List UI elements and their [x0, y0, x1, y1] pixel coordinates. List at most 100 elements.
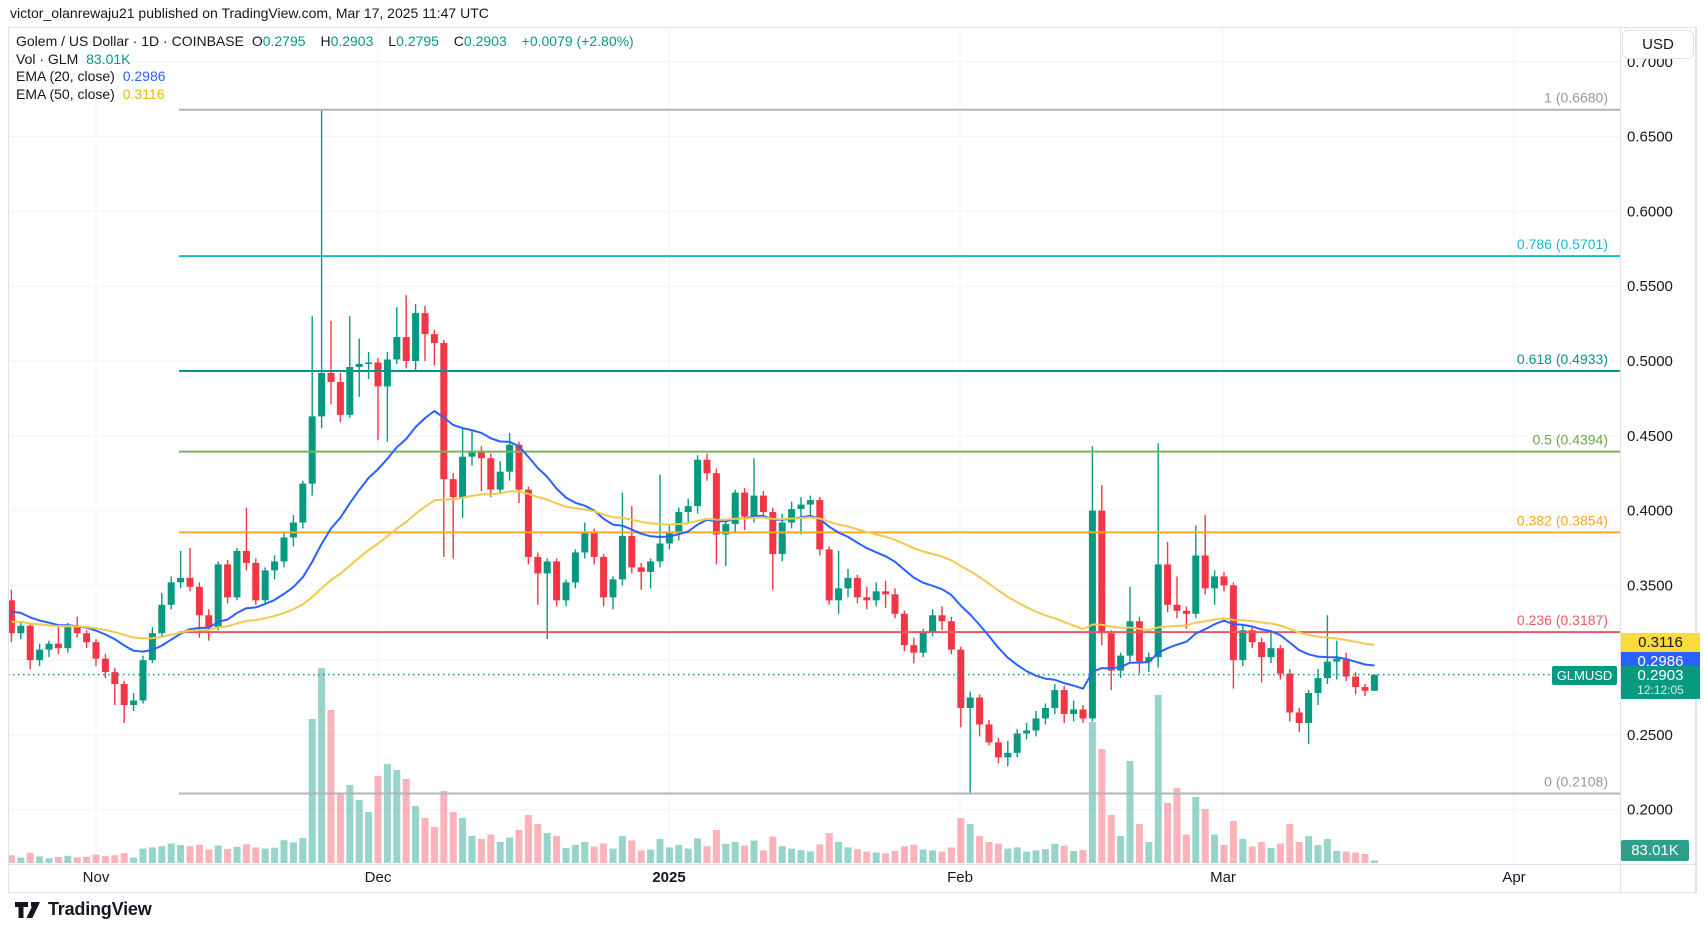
- volume-bar: [214, 845, 222, 863]
- volume-bar: [985, 842, 993, 863]
- volume-bar: [1192, 797, 1200, 863]
- time-axis[interactable]: Nov Dec 2025 Feb Mar Apr: [83, 869, 1526, 886]
- legend-ema20-row[interactable]: EMA (20, close) 0.2986: [16, 68, 638, 86]
- candle-body: [741, 492, 749, 517]
- volume-bar: [684, 848, 692, 863]
- volume-bar: [242, 844, 250, 863]
- widget-border: [8, 27, 1696, 893]
- currency-toggle-button[interactable]: USD: [1622, 30, 1694, 59]
- candle-body: [1248, 630, 1256, 643]
- time-tick-label: Nov: [83, 869, 110, 886]
- volume-bar: [1370, 860, 1378, 863]
- volume-bar: [806, 851, 814, 863]
- volume-bar: [694, 838, 702, 863]
- volume-bar: [1352, 852, 1360, 863]
- volume-bar: [863, 851, 871, 863]
- candle-body: [459, 456, 467, 498]
- volume-bar: [938, 851, 946, 863]
- candle-body: [261, 570, 269, 601]
- volume-bar: [553, 836, 561, 863]
- candle-body: [1145, 657, 1153, 662]
- candle-body: [1013, 733, 1021, 753]
- candle-body: [421, 313, 429, 335]
- volume-bar: [957, 818, 965, 863]
- candle-body: [186, 577, 194, 587]
- symbol-title: Golem / US Dollar · 1D · COINBASE: [16, 33, 244, 49]
- fib-label: 0 (0.2108): [1544, 774, 1608, 790]
- price-tick-label: 0.4000: [1627, 503, 1673, 520]
- candle-body: [1164, 564, 1172, 605]
- fib-retracement-layer: 1 (0.6680) 0.786 (0.5701) 0.618 (0.4933) 0.…: [179, 90, 1620, 795]
- last-price-value: 0.2903: [1637, 666, 1684, 684]
- volume-bar: [1305, 836, 1313, 863]
- candle-body: [712, 473, 720, 535]
- volume-bar: [675, 845, 683, 863]
- candle-body: [778, 522, 786, 554]
- volume-bar: [7, 855, 15, 863]
- volume-bar: [1295, 842, 1303, 863]
- legend-symbol-row[interactable]: Golem / US Dollar · 1D · COINBASE O0.279…: [16, 33, 634, 49]
- time-tick-label: 2025: [652, 869, 685, 886]
- volume-bar: [1361, 854, 1369, 863]
- fib-label: 0.5 (0.4394): [1533, 432, 1609, 448]
- candle-body: [64, 627, 72, 649]
- volume-bar: [289, 842, 297, 863]
- volume-bar: [515, 830, 523, 863]
- volume-bar: [393, 770, 401, 863]
- legend-volume-row[interactable]: Vol · GLM 83.01K: [16, 51, 638, 69]
- candle-body: [1182, 610, 1190, 614]
- price-tick-label: 0.6000: [1627, 203, 1673, 220]
- volume-label: Vol · GLM: [16, 50, 79, 67]
- legend-ema50-row[interactable]: EMA (50, close) 0.3116: [16, 86, 638, 104]
- candle-body: [167, 582, 175, 605]
- volume-axis-badge: 83.01K: [1621, 840, 1689, 861]
- volume-bar: [318, 668, 326, 863]
- candle-body: [844, 577, 852, 589]
- candle-body: [1135, 621, 1143, 662]
- volume-bar: [731, 842, 739, 863]
- candle-body: [1211, 576, 1219, 589]
- candle-body: [628, 535, 636, 568]
- volume-bar: [506, 837, 514, 863]
- candle-body: [73, 627, 81, 634]
- candle-body: [54, 643, 62, 649]
- candle-body: [1305, 693, 1313, 723]
- volume-bar: [205, 849, 213, 863]
- candle-body: [1220, 576, 1228, 586]
- candle-body: [1323, 661, 1331, 679]
- candle-body: [1201, 555, 1209, 589]
- candle-body: [1276, 648, 1284, 674]
- time-tick-label: Apr: [1502, 869, 1525, 886]
- price-tick-label: 0.5500: [1627, 278, 1673, 295]
- candle-body: [1173, 604, 1181, 611]
- volume-bar: [421, 818, 429, 863]
- ema50-label: EMA (50, close): [16, 85, 115, 102]
- grid-layer: [8, 27, 1620, 864]
- price-axis[interactable]: 0.70000.65000.60000.55000.50000.45000.40…: [1627, 54, 1673, 819]
- volume-bar: [1154, 695, 1162, 863]
- volume-bar: [195, 844, 203, 863]
- fib-label: 1 (0.6680): [1544, 90, 1608, 106]
- volume-bar: [778, 846, 786, 863]
- tradingview-logo[interactable]: TradingView: [14, 899, 152, 920]
- candle-body: [675, 512, 683, 532]
- candle-body: [496, 471, 504, 490]
- volume-bar: [36, 856, 44, 863]
- volume-value: 83.01K: [86, 50, 131, 67]
- volume-bar: [1126, 761, 1134, 863]
- volume-bar: [900, 846, 908, 863]
- candle-body: [900, 613, 908, 646]
- volume-bar: [167, 843, 175, 863]
- volume-bar: [1201, 809, 1209, 863]
- volume-bar: [1342, 851, 1350, 863]
- candle-body: [694, 459, 702, 507]
- candle-body: [543, 561, 551, 574]
- candle-body: [355, 363, 363, 367]
- candle-body: [120, 684, 128, 706]
- volume-bar: [346, 785, 354, 863]
- volume-bar: [1107, 815, 1115, 863]
- volume-bar: [468, 836, 476, 863]
- candle-body: [158, 604, 166, 634]
- close-value: 0.2903: [463, 33, 507, 49]
